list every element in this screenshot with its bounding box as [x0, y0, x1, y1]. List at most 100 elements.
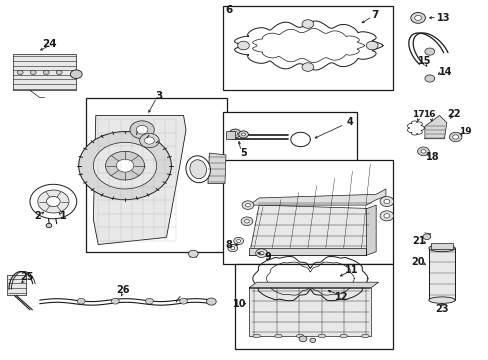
- Bar: [430, 243, 452, 249]
- Ellipse shape: [185, 156, 210, 183]
- Circle shape: [38, 190, 69, 213]
- Bar: [234, 264, 392, 348]
- Circle shape: [144, 137, 154, 144]
- Circle shape: [241, 133, 245, 136]
- Circle shape: [379, 211, 393, 221]
- Circle shape: [105, 151, 144, 180]
- Text: 24: 24: [42, 39, 57, 49]
- Circle shape: [245, 203, 250, 207]
- Circle shape: [46, 197, 60, 207]
- Circle shape: [244, 220, 249, 223]
- Text: 7: 7: [371, 10, 378, 20]
- Circle shape: [232, 132, 237, 135]
- Circle shape: [299, 336, 306, 342]
- Text: 8: 8: [225, 240, 232, 250]
- Bar: [6, 275, 26, 295]
- Text: 3: 3: [155, 91, 163, 101]
- Polygon shape: [93, 116, 185, 244]
- Circle shape: [242, 201, 253, 210]
- Text: 18: 18: [425, 152, 439, 162]
- Text: 23: 23: [434, 304, 448, 314]
- Circle shape: [56, 70, 62, 75]
- Circle shape: [302, 20, 313, 28]
- Circle shape: [424, 75, 434, 82]
- Circle shape: [206, 298, 216, 305]
- Text: 13: 13: [436, 13, 449, 23]
- Circle shape: [236, 239, 240, 242]
- Circle shape: [422, 234, 430, 239]
- Circle shape: [302, 63, 313, 71]
- Circle shape: [379, 197, 393, 207]
- Text: 11: 11: [345, 265, 358, 275]
- Circle shape: [452, 135, 458, 139]
- Polygon shape: [249, 288, 370, 336]
- Circle shape: [417, 147, 428, 156]
- Circle shape: [116, 159, 134, 172]
- Text: 1: 1: [60, 211, 66, 221]
- Bar: [222, 112, 356, 171]
- Circle shape: [179, 298, 187, 304]
- Circle shape: [30, 70, 36, 75]
- Text: 12: 12: [335, 292, 348, 302]
- Text: 20: 20: [410, 257, 424, 267]
- Circle shape: [255, 249, 267, 257]
- Polygon shape: [366, 205, 375, 255]
- Circle shape: [43, 70, 49, 75]
- Text: 4: 4: [346, 117, 352, 127]
- Text: 9: 9: [264, 252, 271, 262]
- Ellipse shape: [252, 334, 260, 338]
- Bar: [419, 150, 426, 153]
- Bar: [413, 16, 421, 20]
- Bar: [428, 248, 454, 300]
- Circle shape: [229, 129, 241, 138]
- Circle shape: [93, 142, 157, 189]
- Ellipse shape: [428, 297, 454, 303]
- Polygon shape: [249, 282, 378, 288]
- Ellipse shape: [361, 334, 368, 338]
- Circle shape: [227, 244, 237, 252]
- Bar: [222, 160, 392, 264]
- Circle shape: [70, 70, 82, 78]
- Circle shape: [77, 298, 85, 304]
- Ellipse shape: [318, 334, 325, 338]
- Ellipse shape: [428, 244, 454, 252]
- Bar: [13, 54, 76, 90]
- Text: 10: 10: [232, 299, 246, 309]
- Circle shape: [237, 41, 249, 50]
- Circle shape: [136, 126, 148, 134]
- Circle shape: [448, 132, 461, 141]
- Text: 26: 26: [116, 285, 129, 296]
- Ellipse shape: [274, 334, 282, 338]
- Text: 14: 14: [438, 67, 451, 77]
- Text: 2: 2: [34, 211, 41, 221]
- Circle shape: [30, 184, 77, 219]
- Circle shape: [420, 149, 425, 153]
- Circle shape: [259, 251, 264, 255]
- Ellipse shape: [189, 160, 206, 179]
- Bar: [222, 6, 392, 90]
- Circle shape: [230, 247, 234, 249]
- Circle shape: [140, 134, 159, 148]
- Circle shape: [383, 214, 389, 218]
- Circle shape: [410, 13, 425, 23]
- Text: 21: 21: [411, 236, 425, 246]
- Circle shape: [111, 298, 119, 304]
- Circle shape: [383, 199, 389, 204]
- Text: 16: 16: [422, 110, 434, 119]
- Polygon shape: [249, 205, 375, 255]
- Bar: [86, 98, 227, 252]
- Circle shape: [17, 70, 23, 75]
- Circle shape: [238, 131, 248, 138]
- Circle shape: [46, 224, 52, 228]
- Polygon shape: [249, 189, 385, 205]
- Circle shape: [233, 237, 243, 244]
- Text: 25: 25: [20, 272, 33, 282]
- Circle shape: [145, 298, 153, 304]
- Circle shape: [188, 250, 198, 257]
- Circle shape: [130, 121, 154, 139]
- Circle shape: [424, 48, 434, 55]
- Circle shape: [366, 41, 377, 50]
- Polygon shape: [207, 153, 225, 184]
- Bar: [225, 131, 234, 139]
- Circle shape: [241, 217, 252, 226]
